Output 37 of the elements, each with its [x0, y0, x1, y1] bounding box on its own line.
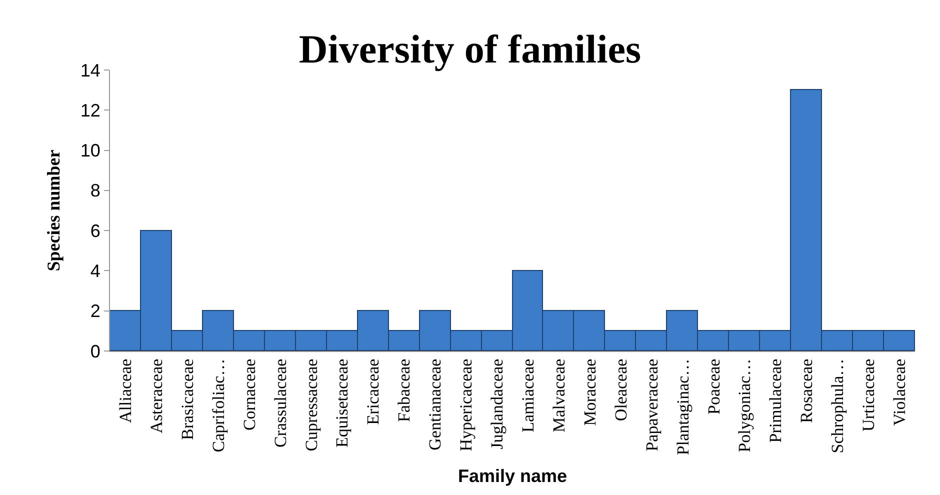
x-tick-label: Schrophula…	[828, 358, 848, 454]
x-tick-label: Primulaceae	[766, 358, 786, 443]
x-tick-label: Crassulaceae	[270, 358, 290, 448]
x-tick-label: Violaceae	[890, 358, 910, 426]
x-tick-label: Caprifoliac…	[208, 358, 228, 452]
x-tick-label: Alliaceae	[116, 358, 136, 423]
x-tick-label: Cornaceae	[240, 358, 259, 431]
y-tick-label: 8	[90, 180, 100, 201]
x-tick-label: Polygoniac…	[735, 358, 754, 452]
x-tick-label: Moraceae	[580, 358, 600, 426]
x-tick-label: Urticaceae	[859, 358, 878, 432]
y-tick-label: 4	[90, 261, 100, 282]
y-tick-label: 10	[80, 140, 100, 161]
x-tick-label: Plantaginac…	[673, 358, 692, 456]
x-tick-label: Papaveraceae	[642, 358, 662, 452]
y-axis-title: Species number	[44, 150, 64, 272]
x-tick-label: Hypericaceae	[456, 358, 476, 452]
x-tick-label: Asteraceae	[146, 358, 166, 434]
x-tick-label: Fabaceae	[394, 358, 414, 422]
x-tick-label: Equisetaceae	[332, 358, 352, 448]
y-tick-label: 6	[90, 220, 100, 241]
y-tick-label: 2	[90, 301, 100, 322]
x-tick-label: Cupressaceae	[302, 358, 321, 452]
y-tick-label: 14	[80, 60, 100, 80]
x-tick-label: Brasicaceae	[178, 358, 197, 440]
x-tick-label: Poaceae	[704, 358, 724, 414]
x-tick-label: Juglandaceae	[488, 358, 507, 450]
x-tick-label: Rosaceae	[797, 358, 816, 423]
x-axis-title: Family name	[458, 466, 568, 486]
x-tick-label: Oleaceae	[611, 358, 630, 422]
x-tick-label: Lamiaceae	[518, 358, 538, 432]
y-tick-label: 0	[90, 341, 100, 362]
x-tick-label: Gentianaceae	[426, 358, 445, 450]
chart-title: Diversity of families	[298, 26, 642, 72]
y-tick-label: 12	[80, 100, 100, 120]
x-tick-label: Malvaceae	[549, 358, 568, 432]
x-tick-label: Ericaceae	[364, 358, 383, 425]
